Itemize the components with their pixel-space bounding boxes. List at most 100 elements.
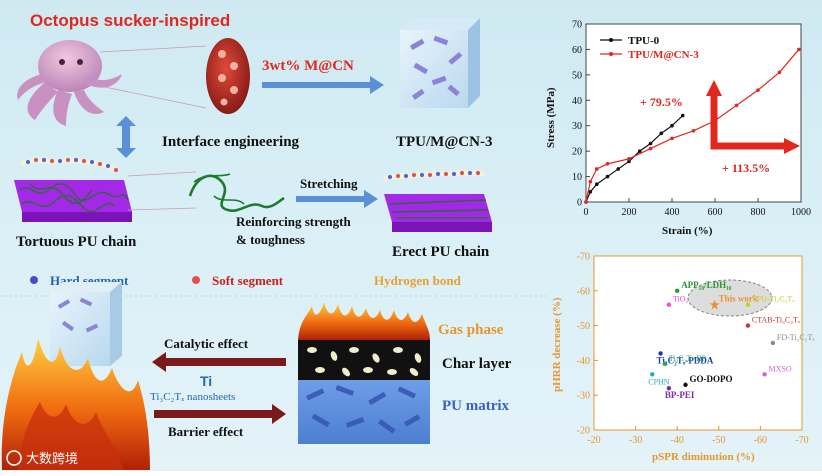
this-work-highlight — [687, 279, 773, 317]
gas-phase-label: Gas phase — [438, 322, 504, 338]
scatter-point-label: TiO₂ — [673, 295, 689, 304]
chart2-xtick-label: -70 — [795, 435, 808, 446]
chart1-xtick-label: 200 — [622, 207, 637, 218]
octopus-illustration — [17, 40, 122, 126]
series-1-point — [648, 146, 653, 151]
zoom-line-chain-top — [127, 171, 197, 177]
series-0-point — [616, 167, 621, 171]
chart2-xtick-label: -50 — [712, 435, 725, 446]
zoom-line-chain-bottom — [127, 207, 197, 211]
scatter-point-label: Ti₃C₂Tₓ-PDDA — [657, 355, 714, 365]
legend-tpumcn-marker — [609, 52, 613, 56]
chart2-ylabel: pHRR decrease (%) — [551, 297, 563, 392]
series-0-point — [627, 159, 631, 164]
scatter-point-label: Ti₃C₂Tₓ-BP — [669, 354, 707, 363]
barrier-label: Barrier effect — [168, 424, 244, 439]
legend-tpu0-marker — [609, 38, 613, 42]
increase-arrow-head-up — [706, 80, 722, 96]
chart1-xlabel: Strain (%) — [662, 225, 713, 237]
char-layer-block — [298, 340, 430, 380]
series-0-point — [594, 182, 599, 186]
chart1-xtick-label: 600 — [708, 207, 723, 218]
series-1-point — [605, 162, 610, 166]
layer-stack: Gas phase Char layer PU matrix — [298, 302, 512, 444]
chart1-ytick-label: 60 — [572, 45, 582, 56]
scatter-point-label: MXSO — [769, 364, 792, 373]
chart2-ytick-label: -50 — [577, 321, 590, 332]
composite-cube — [400, 18, 480, 108]
scatter-point — [666, 302, 672, 307]
chart2-xtick-label: -30 — [629, 435, 642, 446]
double-arrow-vertical — [116, 116, 136, 158]
scatter-point-label: CTAB-Ti₃C₂Tₓ — [752, 316, 801, 325]
scatter-point-label: FD-Ti₃C₂Tₓ — [777, 333, 816, 342]
arrow-to-composite — [262, 76, 384, 94]
series-0-point — [648, 141, 653, 146]
chart2-ytick-label: -70 — [577, 252, 590, 263]
series-1-point — [691, 129, 696, 133]
series-0-point — [670, 123, 674, 128]
pu-matrix-label: PU matrix — [442, 398, 510, 414]
scatter-point-label: GO-DOPO — [690, 374, 733, 384]
title-octopus: Octopus sucker-inspired — [30, 11, 230, 30]
series-0-point — [659, 131, 664, 136]
series-1-point — [588, 179, 593, 184]
sucker-illustration — [206, 38, 250, 114]
chart1-ytick-label: 0 — [577, 198, 582, 209]
watermark: 大数跨境 — [6, 450, 78, 466]
chart1-ytick-label: 30 — [572, 121, 582, 132]
chart1-xtick-label: 1000 — [791, 207, 811, 218]
legend-tpumcn-label: TPU/M@CN-3 — [628, 49, 699, 61]
scatter-point-label: CPHN — [648, 377, 670, 386]
scatter-point — [650, 372, 655, 377]
increase-arrow-shape — [710, 94, 786, 150]
scatter-point — [662, 361, 667, 367]
interface-label: Interface engineering — [162, 134, 300, 150]
series-0-point — [588, 190, 593, 194]
scatter-point — [770, 340, 776, 346]
scatter-point — [658, 351, 663, 356]
scatter-point — [666, 386, 672, 391]
chart2-ytick-label: -30 — [577, 391, 590, 402]
chart1-xtick-label: 400 — [665, 207, 680, 218]
chart2-ytick-label: -40 — [577, 356, 590, 367]
annotation-strength: + 79.5% — [640, 95, 683, 109]
char-layer-label: Char layer — [442, 356, 512, 372]
series-1-point — [627, 156, 631, 161]
tortuous-chain-block — [14, 157, 132, 222]
chart1-ylabel: Stress (MPa) — [545, 87, 557, 148]
chart1-ytick-label: 50 — [572, 70, 582, 81]
catalytic-label: Catalytic effect — [164, 336, 249, 351]
arrow-barrier — [154, 404, 286, 424]
hard-segment-marker — [30, 276, 38, 284]
chart1-ytick-label: 40 — [572, 96, 582, 107]
scatter-point-label: BP-PEI — [665, 390, 695, 400]
nanosheets-label: Ti₃C₂Tₓ nanosheets — [150, 391, 235, 403]
ti-label: Ti — [200, 373, 212, 389]
series-0-point — [680, 113, 685, 118]
scatter-point-label: TPU-Ti₃C₂Tₓ — [752, 295, 795, 304]
flame-scene — [1, 282, 151, 470]
series-0-point — [637, 149, 642, 153]
series-0-point — [605, 174, 610, 179]
chart1-legend: TPU-0 TPU/M@CN-3 — [600, 35, 699, 61]
scatter-point-label: This work — [719, 294, 758, 304]
legend-tpu0-label: TPU-0 — [628, 35, 660, 47]
zoom-line-bottom — [99, 85, 207, 109]
pu-chain-strand-2 — [193, 173, 245, 205]
annotation-toughness: + 113.5% — [722, 161, 770, 175]
pu-chain-strand — [188, 174, 285, 213]
reinforcing-label-1: Reinforcing strength — [236, 214, 351, 229]
chart2-xtick-label: -20 — [587, 435, 600, 446]
zoom-line-top — [99, 45, 207, 53]
arrow-stretching — [296, 190, 378, 208]
chart1-xtick-label: 0 — [584, 207, 589, 218]
pu-matrix-block — [298, 380, 430, 444]
chart2-xtick-label: -40 — [671, 435, 684, 446]
erect-label: Erect PU chain — [392, 244, 490, 260]
scatter-point — [675, 288, 680, 293]
scatter-point — [745, 323, 751, 328]
chart2-ytick-label: -20 — [577, 426, 590, 437]
